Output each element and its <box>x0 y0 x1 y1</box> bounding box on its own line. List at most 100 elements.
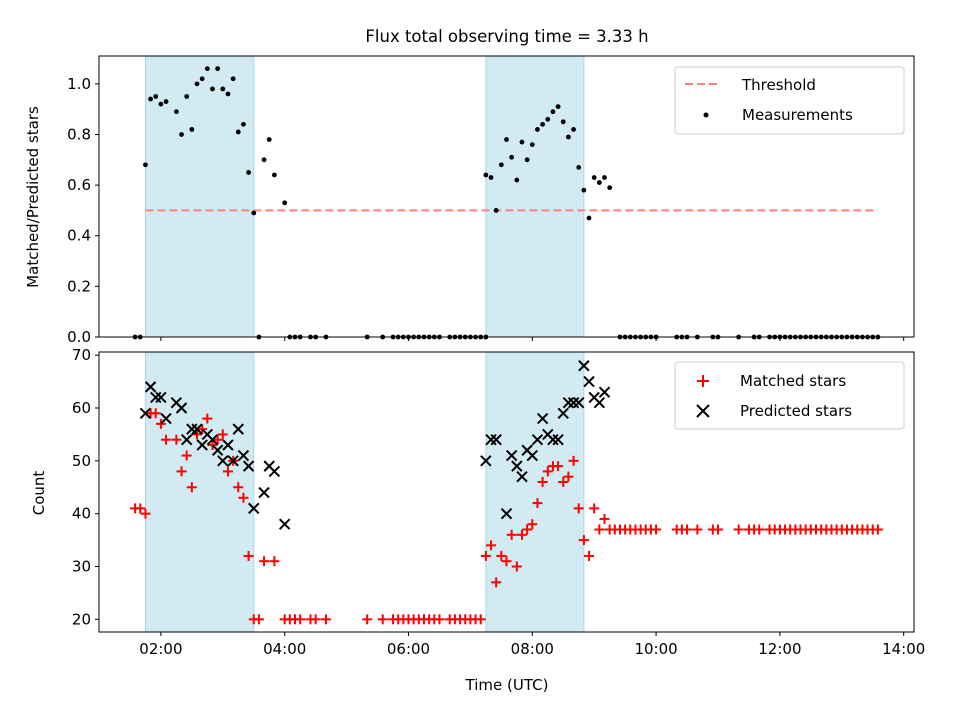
measurement-point <box>210 86 215 92</box>
measurement-point <box>184 94 190 99</box>
matched-star-point <box>217 429 228 440</box>
measurement-point <box>596 180 602 185</box>
predicted-star-point <box>490 433 502 446</box>
matched-star-point <box>480 550 491 561</box>
measurement-point <box>519 139 525 145</box>
matched-star-point <box>496 550 507 561</box>
predicted-star-point <box>232 423 244 435</box>
figure-title: Flux total observing time = 3.33 h <box>365 27 648 46</box>
matched-star-point <box>486 540 497 551</box>
ratio-legend-box <box>674 66 905 135</box>
measurement-point <box>251 210 257 216</box>
matched-star-point <box>651 524 662 535</box>
matched-star-point <box>269 556 280 567</box>
matched-star-point <box>501 556 512 567</box>
matched-star-point <box>186 482 197 493</box>
matched-star-point <box>259 556 270 567</box>
predicted-star-point <box>567 397 580 409</box>
measurement-point <box>591 175 597 180</box>
matched-star-point <box>599 513 610 524</box>
matched-star-point <box>434 614 445 625</box>
measurement-point <box>220 86 226 92</box>
predicted-star-point <box>526 449 538 462</box>
measurement-point <box>215 66 221 72</box>
matched-star-point <box>176 466 187 477</box>
predicted-star-point <box>217 455 229 467</box>
predicted-star-point <box>139 407 152 419</box>
matched-star-point <box>192 429 203 440</box>
predicted-star-point <box>278 518 291 530</box>
ratio-panel-ylabel: Matched/Predicted stars <box>24 106 42 288</box>
predicted-star-point <box>144 381 157 393</box>
measurement-point <box>271 172 277 178</box>
measurement-point <box>153 94 159 99</box>
x-tick-label: 08:00 <box>511 640 554 658</box>
observing-window-2 <box>485 55 585 338</box>
predicted-star-point <box>480 455 492 467</box>
y-tick-label: 30 <box>72 557 91 575</box>
measurement-point <box>565 134 571 140</box>
predicted-star-point <box>578 360 590 372</box>
measurement-point <box>282 200 288 206</box>
matched-star-point <box>537 476 548 487</box>
matched-star-point <box>511 561 522 572</box>
matched-star-point <box>202 413 213 424</box>
measurement-point <box>189 127 195 132</box>
matched-star-point <box>573 503 584 514</box>
matched-star-point <box>692 524 703 535</box>
predicted-star-point <box>175 402 188 414</box>
x-tick-label: 02:00 <box>139 640 182 658</box>
matched-star-point <box>212 434 223 445</box>
matched-star-point <box>578 535 589 546</box>
y-tick-label: 0.4 <box>67 227 91 245</box>
measurement-point <box>560 119 566 125</box>
matched-star-point <box>712 524 723 535</box>
matched-star-point <box>754 524 765 535</box>
measurement-point <box>535 127 540 132</box>
predicted-star-point <box>505 449 518 462</box>
measurement-point <box>241 121 246 127</box>
matched-star-point <box>584 550 595 561</box>
matched-star-point <box>563 471 574 482</box>
observing-window-2 <box>485 351 585 633</box>
predicted-star-point <box>237 449 250 462</box>
x-tick-label: 10:00 <box>634 640 677 658</box>
x-tick-label: 14:00 <box>882 640 925 658</box>
y-tick-label: 50 <box>72 452 91 470</box>
count-panel: 20 30 40 50 60 70 02:00 04:00 06:00 08:00 10:00 12:… <box>30 346 925 658</box>
matched-star-point <box>140 508 151 519</box>
matched-star-point <box>594 524 605 535</box>
measurement-point <box>261 157 267 163</box>
measurement-point <box>498 162 504 168</box>
matched-star-point <box>733 524 744 535</box>
y-tick-label: 40 <box>72 505 91 523</box>
matched-star-point <box>568 455 579 466</box>
measurement-point <box>158 101 164 107</box>
measurement-point <box>586 215 592 221</box>
measurement-point <box>607 185 613 191</box>
measurement-point <box>204 66 210 72</box>
ratio-panel-frame <box>98 55 915 338</box>
predicted-star-point <box>248 502 260 515</box>
x-tick-label: 04:00 <box>263 640 306 658</box>
measurement-point <box>173 109 179 115</box>
predicted-star-point <box>242 460 255 472</box>
measurement-point <box>483 172 489 178</box>
predicted-legend-label: Predicted stars <box>740 402 852 420</box>
y-tick-label: 1.0 <box>67 75 91 93</box>
measurements-legend-label: Measurements <box>742 106 853 124</box>
measurement-point <box>143 162 148 168</box>
measurement-point <box>581 187 587 193</box>
measurement-point <box>509 154 515 160</box>
count-panel-ylabel: Count <box>30 471 48 516</box>
measurement-point <box>555 104 561 110</box>
matched-star-point <box>135 503 146 514</box>
measurement-point <box>493 208 499 213</box>
x-tick-label: 12:00 <box>758 640 801 658</box>
matched-star-point <box>589 503 600 514</box>
measurement-point <box>550 109 556 115</box>
measurement-point <box>194 81 200 87</box>
predicted-star-point <box>180 433 193 446</box>
measurement-point <box>504 137 509 142</box>
ratio-panel-ticks: 0.0 0.2 0.4 0.6 0.8 1.0 <box>67 75 905 346</box>
